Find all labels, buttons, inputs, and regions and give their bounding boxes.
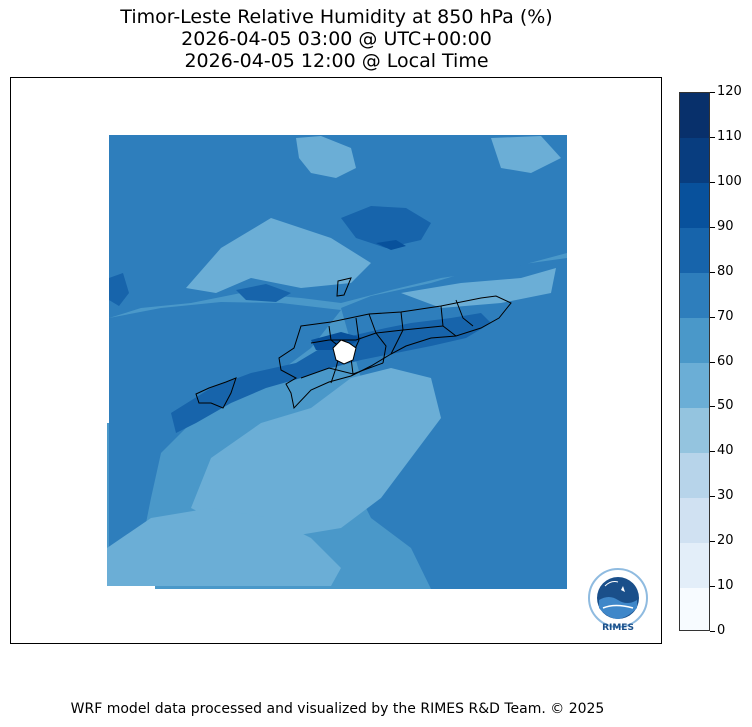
- footer-credit: WRF model data processed and visualized …: [70, 701, 605, 717]
- colorbar-tick: [710, 586, 715, 588]
- map-title: Timor-Leste Relative Humidity at 850 hPa…: [10, 6, 663, 72]
- colorbar-segment: [680, 452, 709, 498]
- contour-60-70-east: [401, 268, 556, 308]
- colorbar-tick: [710, 316, 715, 318]
- colorbar-tick-label: 100: [717, 173, 742, 189]
- colorbar-tick: [710, 451, 715, 453]
- colorbar-segment: [680, 317, 709, 363]
- colorbar-tick-label: 50: [717, 398, 734, 414]
- colorbar-tick: [710, 406, 715, 408]
- colorbar-tick-label: 60: [717, 353, 734, 369]
- district-line-7: [310, 325, 444, 344]
- contour-80-90-west: [109, 302, 341, 548]
- contour-60-70-north-2: [491, 136, 561, 173]
- title-line-2: 2026-04-05 03:00 @ UTC+00:00: [181, 28, 492, 50]
- contour-90-100-west: [109, 273, 129, 306]
- colorbar-tick: [710, 226, 715, 228]
- district-line-8: [300, 362, 384, 379]
- colorbar-segment: [680, 137, 709, 184]
- contour-60-70-north-1: [296, 136, 356, 178]
- colorbar-segment: [680, 407, 709, 453]
- colorbar-tick: [710, 271, 715, 273]
- colorbar-segment: [680, 587, 709, 630]
- colorbar-tick-label: 70: [717, 308, 734, 324]
- rimes-logo-icon: RIMES: [588, 568, 648, 633]
- colorbar-tick: [710, 92, 715, 93]
- district-line-3: [368, 313, 387, 364]
- colorbar-tick-label: 0: [717, 623, 726, 638]
- colorbar-segment: [680, 497, 709, 543]
- colorbar-segment: [680, 272, 709, 319]
- logo-text: RIMES: [602, 623, 634, 633]
- contour-60-70-center: [191, 368, 441, 538]
- colorbar-tick: [710, 181, 715, 183]
- district-line-6: [455, 299, 474, 327]
- colorbar-tick-label: 120: [717, 84, 742, 99]
- colorbar-tick-label: 10: [717, 578, 734, 594]
- contour-100-110-island: [311, 332, 363, 350]
- contour-90-100-patch: [236, 284, 291, 302]
- atauro-island: [336, 277, 352, 297]
- colorbar-segment: [680, 542, 709, 588]
- contour-60-70-south: [107, 508, 341, 586]
- humidity-field: [107, 135, 567, 589]
- colorbar-tick: [710, 136, 715, 138]
- colorbar-tick: [710, 631, 715, 632]
- contour-60-70-west: [186, 218, 371, 293]
- timor-leste-main-outline: [278, 295, 512, 410]
- contour-90-100-ribbon: [171, 313, 491, 433]
- admin-boundaries: [195, 277, 512, 410]
- colorbar-tick-label: 30: [717, 488, 734, 504]
- colorbar-tick-label: 90: [717, 218, 734, 234]
- colorbar-tick-label: 80: [717, 263, 734, 279]
- contour-100-110: [376, 240, 406, 250]
- colorbar: [679, 92, 710, 631]
- colorbar-segment: [680, 227, 709, 274]
- title-line-3: 2026-04-05 12:00 @ Local Time: [184, 50, 489, 72]
- colorbar-tick: [710, 496, 715, 498]
- rimes-logo: RIMES: [585, 568, 651, 634]
- masked-area: [332, 339, 357, 365]
- map-panel: [10, 77, 662, 644]
- colorbar-tick-label: 40: [717, 443, 734, 459]
- title-line-1: Timor-Leste Relative Humidity at 850 hPa…: [120, 6, 553, 28]
- colorbar-tick: [710, 361, 715, 363]
- colorbar-segment: [680, 182, 709, 229]
- colorbar-tick: [710, 541, 715, 543]
- oecusse-exclave: [195, 377, 237, 409]
- colorbar-tick-label: 20: [717, 533, 734, 549]
- colorbar-segment: [680, 362, 709, 408]
- colorbar-segment: [680, 93, 709, 139]
- colorbar-tick-label: 110: [717, 128, 742, 144]
- contour-90-100-north: [341, 206, 431, 248]
